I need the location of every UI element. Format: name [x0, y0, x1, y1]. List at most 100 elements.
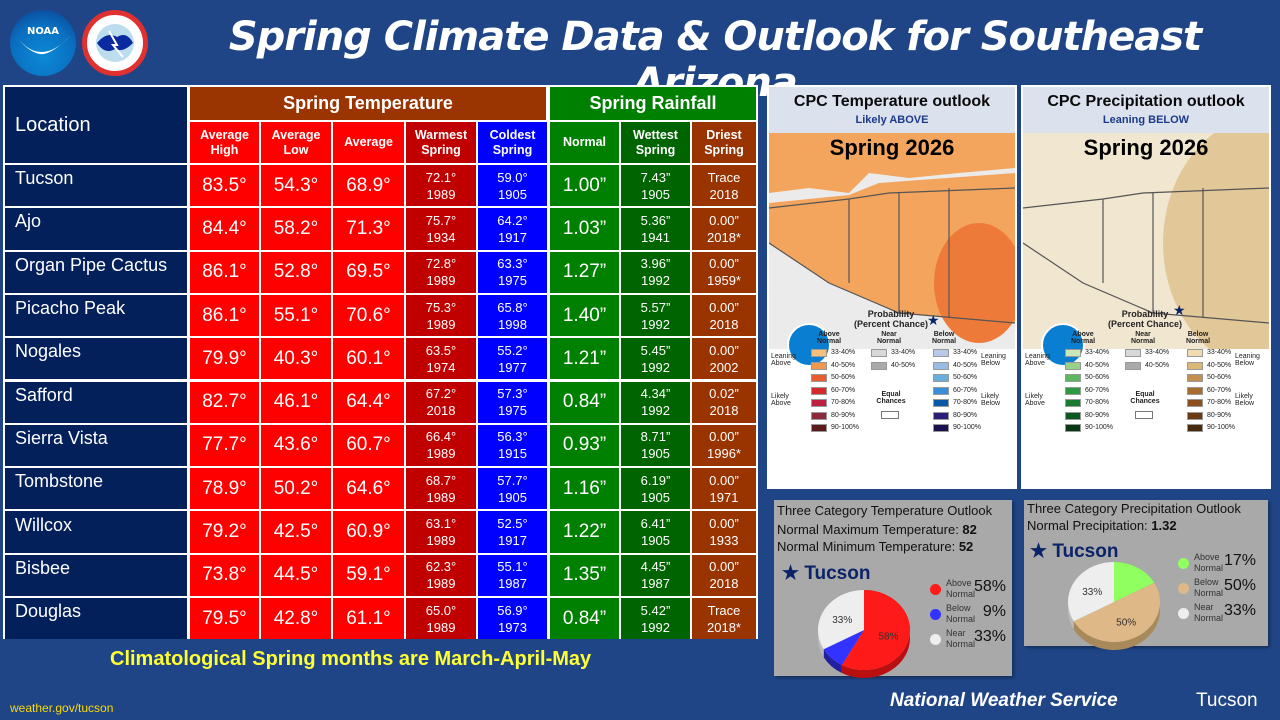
legend-range: 90-100% [1085, 424, 1114, 431]
year: 2018 [709, 576, 739, 592]
legend-dot-icon [1178, 607, 1189, 619]
location-name: Sierra Vista [15, 427, 108, 448]
legend-range: 50-60% [1207, 374, 1232, 381]
pie-slice [1068, 562, 1114, 622]
warmest-spring: 72.1° 1989 [406, 165, 476, 207]
normal-rainfall: 1.40” [550, 294, 619, 337]
value: 65.0° [425, 602, 457, 618]
temp-outlook-subtitle: Likely ABOVE [855, 114, 929, 126]
avg-temp: 61.1° [333, 598, 404, 640]
avg-low: 46.1° [261, 381, 331, 423]
legend-swatch [933, 349, 949, 357]
year: 1987 [498, 576, 527, 592]
temp-pie-panel: Three Category Temperature Outlook Norma… [774, 500, 1012, 678]
legend-subtitle: (Percent Chance) [853, 319, 929, 329]
legend-range: 50-60% [1085, 374, 1110, 381]
year: 1989 [426, 533, 456, 549]
year: 1934 [426, 229, 456, 245]
pie-legend-item: Near Normal [1178, 602, 1228, 624]
year: 1975 [498, 273, 527, 289]
avg-low: 44.5° [261, 554, 331, 596]
warmest-spring: 63.5° 1974 [406, 338, 476, 380]
wettest-spring: 5.45” 1992 [621, 338, 690, 380]
noaa-logo: NOAA [10, 10, 76, 76]
legend-dot-icon [1178, 582, 1189, 594]
value: 5.36” [640, 212, 671, 228]
pie-slice-label: 58% [878, 631, 898, 642]
legend-swatch [933, 399, 949, 407]
year: 1941 [641, 229, 670, 245]
year: 1977 [498, 359, 527, 375]
wettest-spring: 4.45” 1987 [621, 554, 690, 596]
value: 0.00” [709, 472, 739, 488]
value: 0.00” [709, 299, 739, 315]
pie-legend-value: 33% [973, 628, 1006, 645]
pie-legend-value: 33% [1223, 602, 1256, 619]
legend-below: Below Normal [1185, 331, 1211, 345]
pie-legend-value: 50% [1223, 577, 1256, 594]
pie-legend-value: 9% [982, 603, 1006, 620]
legend-swatch [811, 374, 827, 382]
driest-spring: 0.00” 2018* [692, 208, 756, 250]
normal-rainfall: 0.84” [550, 598, 619, 640]
wettest-spring: 5.42” 1992 [621, 598, 690, 640]
pie-slice [818, 590, 864, 650]
legend-range: 40-50% [891, 361, 916, 369]
value: 6.41” [640, 516, 671, 532]
wettest-spring: 6.19” 1905 [621, 468, 690, 510]
value: 67.2° [425, 386, 457, 402]
legend-likely-below: Likely Below [1235, 393, 1255, 407]
precip-outlook-map: ★ Spring 2026 [1023, 133, 1269, 367]
pie-slice [1114, 562, 1155, 602]
legend-range: 70-80% [1085, 399, 1110, 406]
value: 57.7° [497, 472, 528, 488]
pie-legend-item: Near Normal [930, 628, 980, 650]
precip-pie-title: Three Category Precipitation Outlook [1027, 501, 1241, 516]
avg-low: 55.1° [261, 294, 331, 337]
coldest-spring: 56.3° 1915 [478, 424, 547, 467]
pie-slice-label: 33% [1082, 587, 1102, 598]
legend-swatch [1187, 349, 1203, 357]
value: 63.5° [425, 342, 457, 358]
legend-range: 60-70% [1085, 386, 1110, 394]
pie-legend-item: Below Normal [1178, 577, 1228, 599]
legend-swatch [1125, 361, 1141, 370]
location-name: Willcox [15, 514, 72, 535]
year: 1992 [641, 619, 670, 635]
legend-swatch [811, 361, 827, 370]
value: 5.45” [640, 342, 671, 358]
year: 1989 [426, 446, 456, 462]
table-row-location: Safford [5, 381, 187, 423]
temp-outlook-heading: CPC Temperature outlook [793, 93, 991, 110]
pie-slice-side [823, 649, 842, 674]
location-name: Picacho Peak [15, 298, 126, 319]
value: 6.19” [640, 472, 671, 488]
legend-likely-above: Likely Above [1025, 393, 1045, 407]
legend-swatch [1065, 399, 1081, 407]
column-header: Average High [190, 122, 259, 163]
station-label: Tucson [1052, 541, 1119, 562]
noaa-logo-small [787, 323, 831, 367]
legend-range: 33-40% [831, 349, 856, 356]
pie-legend-item: Above Normal [930, 578, 980, 600]
legend-swatch [811, 386, 827, 395]
year: 1989 [426, 273, 456, 289]
legend-range: 70-80% [953, 399, 978, 406]
temp-season-label: Spring 2026 [829, 135, 955, 160]
value: 55.1° [497, 559, 528, 575]
legend-swatch [811, 399, 827, 407]
value: 4.45” [640, 559, 671, 575]
avg-temp: 68.9° [333, 165, 404, 207]
legend-swatch [811, 411, 827, 420]
column-header: Normal [550, 122, 619, 163]
website-link[interactable]: weather.gov/tucson [10, 701, 114, 715]
legend-near: Near Normal [876, 331, 902, 345]
legend-equal-chances: Equal Chances [1130, 391, 1160, 405]
legend-swatch [811, 424, 827, 432]
legend-near: Near Normal [1130, 331, 1156, 345]
year: 2018* [707, 619, 741, 635]
legend-range: 90-100% [1207, 424, 1236, 431]
wettest-spring: 3.96” 1992 [621, 251, 690, 293]
rain-group-header: Spring Rainfall [550, 87, 756, 120]
year: 2018* [707, 229, 741, 245]
